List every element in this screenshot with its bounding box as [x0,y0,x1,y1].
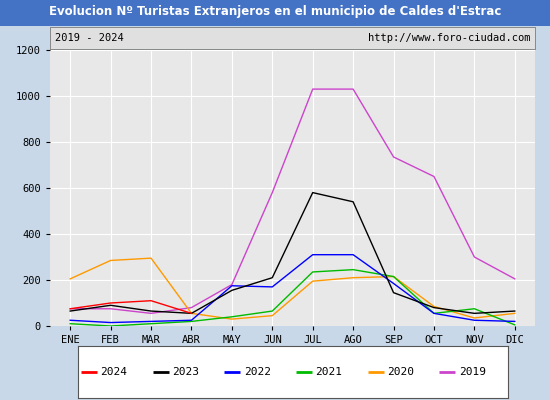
Text: 2019 - 2024: 2019 - 2024 [55,33,124,43]
Text: 2021: 2021 [316,367,343,377]
Text: Evolucion Nº Turistas Extranjeros en el municipio de Caldes d'Estrac: Evolucion Nº Turistas Extranjeros en el … [49,5,501,18]
Text: 2022: 2022 [244,367,271,377]
Text: 2024: 2024 [101,367,128,377]
Text: 2020: 2020 [387,367,414,377]
Text: http://www.foro-ciudad.com: http://www.foro-ciudad.com [367,33,530,43]
Text: 2023: 2023 [172,367,199,377]
Text: 2019: 2019 [459,367,486,377]
